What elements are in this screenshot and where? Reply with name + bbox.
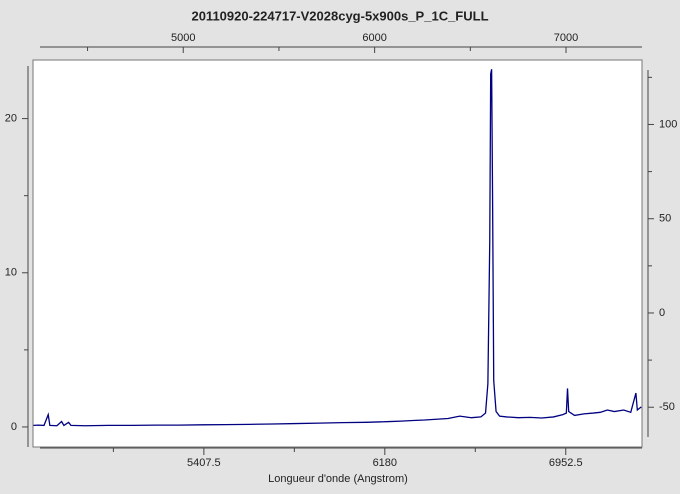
chart-title: 20110920-224717-V2028cyg-5x900s_P_1C_FUL… — [191, 8, 488, 23]
x-tick-label: 6952.5 — [549, 457, 583, 469]
plot-area — [32, 59, 643, 448]
y2-tick-label: 100 — [659, 118, 677, 130]
y2-tick-label: 0 — [659, 307, 665, 319]
x2-tick-label: 7000 — [554, 32, 578, 44]
x-tick-label: 5407.5 — [187, 457, 221, 469]
x2-tick-label: 6000 — [362, 32, 386, 44]
x2-tick-label: 5000 — [171, 32, 195, 44]
spectrum-line — [33, 69, 642, 427]
y2-tick-label: 50 — [659, 213, 671, 225]
x-tick-label: 6180 — [373, 457, 397, 469]
y-tick-label: 10 — [5, 267, 17, 279]
y-tick-label: 20 — [5, 112, 17, 124]
y2-tick-label: -50 — [659, 401, 675, 413]
x-axis-label: Longueur d'onde (Angstrom) — [268, 473, 408, 485]
y-tick-label: 0 — [11, 421, 17, 433]
